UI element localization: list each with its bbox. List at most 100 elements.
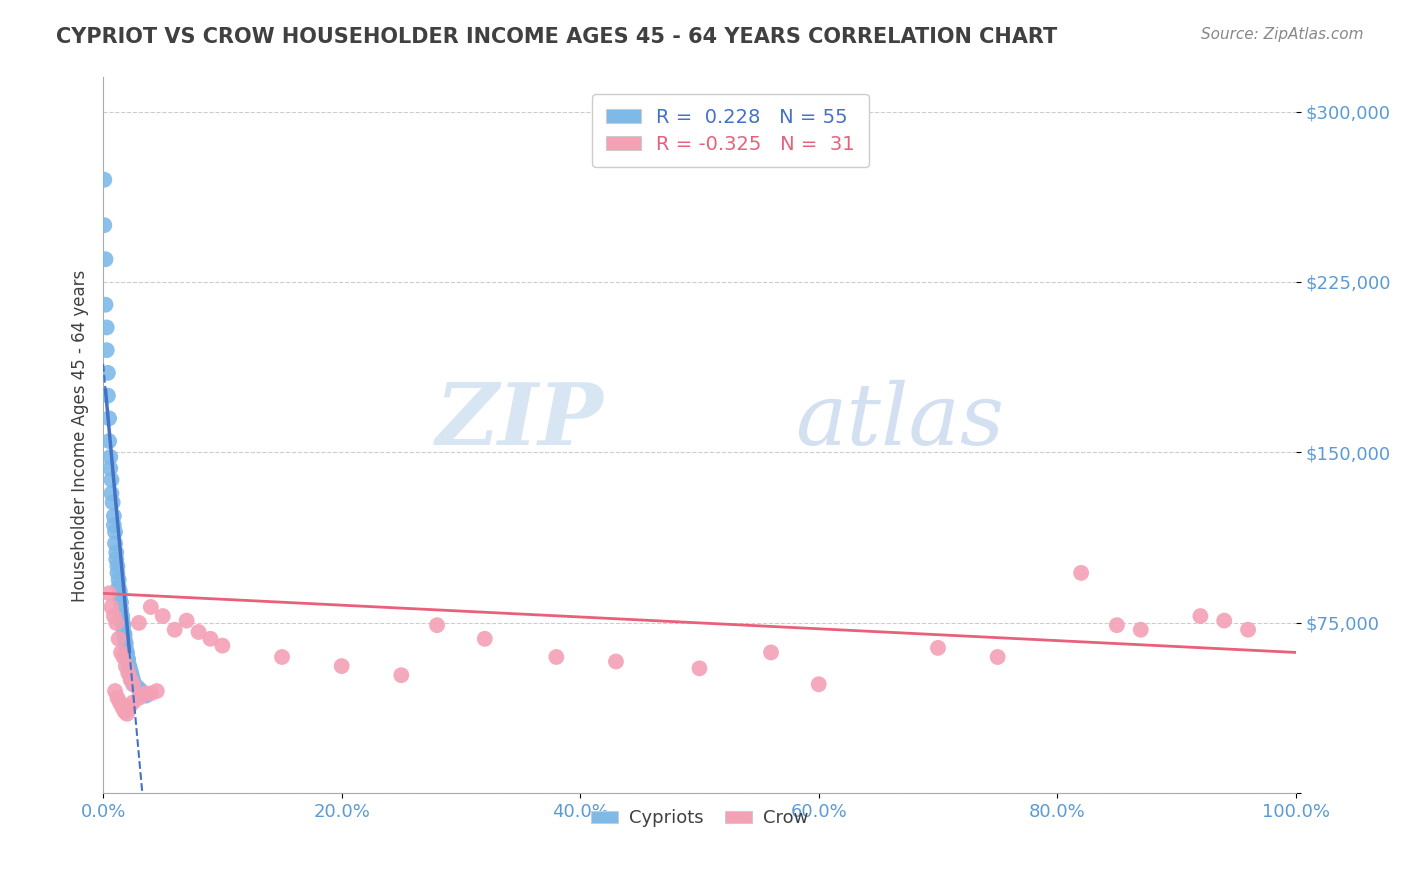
Point xyxy=(93,172,115,186)
Point xyxy=(114,640,136,655)
Point xyxy=(114,636,136,650)
Point xyxy=(474,632,496,646)
Point xyxy=(114,632,136,646)
Point xyxy=(111,700,134,714)
Point xyxy=(112,650,135,665)
Point xyxy=(111,614,134,628)
Point xyxy=(1237,623,1260,637)
Point xyxy=(104,536,127,550)
Point xyxy=(605,655,627,669)
Point xyxy=(112,618,135,632)
Point xyxy=(117,665,139,680)
Point xyxy=(114,627,136,641)
Point xyxy=(110,645,132,659)
Point xyxy=(176,614,198,628)
Point xyxy=(97,366,120,380)
Point xyxy=(110,602,132,616)
Point xyxy=(125,680,148,694)
Point xyxy=(107,566,129,580)
Point xyxy=(107,632,129,646)
Point xyxy=(187,625,209,640)
Point xyxy=(139,599,162,614)
Point xyxy=(100,486,122,500)
Point xyxy=(211,639,233,653)
Point xyxy=(129,684,152,698)
Point xyxy=(112,625,135,640)
Point xyxy=(105,552,128,566)
Point xyxy=(139,686,162,700)
Point xyxy=(152,609,174,624)
Point xyxy=(110,595,132,609)
Text: Source: ZipAtlas.com: Source: ZipAtlas.com xyxy=(1201,27,1364,42)
Point xyxy=(759,645,782,659)
Point xyxy=(122,695,145,709)
Point xyxy=(100,599,122,614)
Point xyxy=(104,684,127,698)
Point xyxy=(98,411,121,425)
Point xyxy=(103,609,125,624)
Point xyxy=(163,623,186,637)
Text: atlas: atlas xyxy=(794,380,1004,462)
Point xyxy=(128,681,150,696)
Point xyxy=(94,252,117,267)
Point xyxy=(122,677,145,691)
Point xyxy=(98,586,121,600)
Point xyxy=(1105,618,1128,632)
Point xyxy=(107,559,129,574)
Point xyxy=(98,461,121,475)
Legend: Cypriots, Crow: Cypriots, Crow xyxy=(583,802,815,834)
Point xyxy=(96,320,118,334)
Point xyxy=(120,673,142,687)
Point xyxy=(927,640,949,655)
Point xyxy=(122,677,145,691)
Point xyxy=(107,580,129,594)
Point xyxy=(135,689,157,703)
Point xyxy=(271,650,294,665)
Point xyxy=(121,668,143,682)
Point xyxy=(94,298,117,312)
Point xyxy=(1189,609,1212,624)
Point xyxy=(105,545,128,559)
Point xyxy=(108,695,131,709)
Point xyxy=(120,665,142,680)
Point xyxy=(96,343,118,358)
Point xyxy=(128,690,150,705)
Point xyxy=(1213,614,1236,628)
Point xyxy=(807,677,830,691)
Point xyxy=(107,690,129,705)
Point xyxy=(330,659,353,673)
Point xyxy=(114,659,136,673)
Point xyxy=(101,495,124,509)
Point xyxy=(389,668,412,682)
Point xyxy=(146,684,169,698)
Point xyxy=(1129,623,1152,637)
Point xyxy=(93,218,115,232)
Point xyxy=(115,706,138,721)
Point xyxy=(1070,566,1092,580)
Point xyxy=(134,686,156,700)
Point xyxy=(115,645,138,659)
Point xyxy=(100,473,122,487)
Point xyxy=(103,518,125,533)
Point xyxy=(98,434,121,448)
Point xyxy=(688,661,710,675)
Y-axis label: Householder Income Ages 45 - 64 years: Householder Income Ages 45 - 64 years xyxy=(72,269,89,601)
Point xyxy=(121,670,143,684)
Point xyxy=(122,673,145,687)
Point xyxy=(114,705,136,719)
Text: ZIP: ZIP xyxy=(436,379,605,463)
Point xyxy=(97,389,120,403)
Point xyxy=(108,584,131,599)
Point xyxy=(105,615,128,630)
Point xyxy=(546,650,568,665)
Point xyxy=(120,664,142,678)
Point xyxy=(118,659,141,673)
Point xyxy=(128,615,150,630)
Point xyxy=(115,648,138,662)
Point xyxy=(108,591,131,605)
Text: CYPRIOT VS CROW HOUSEHOLDER INCOME AGES 45 - 64 YEARS CORRELATION CHART: CYPRIOT VS CROW HOUSEHOLDER INCOME AGES … xyxy=(56,27,1057,46)
Point xyxy=(107,573,129,587)
Point xyxy=(118,661,141,675)
Point xyxy=(117,655,139,669)
Point xyxy=(426,618,449,632)
